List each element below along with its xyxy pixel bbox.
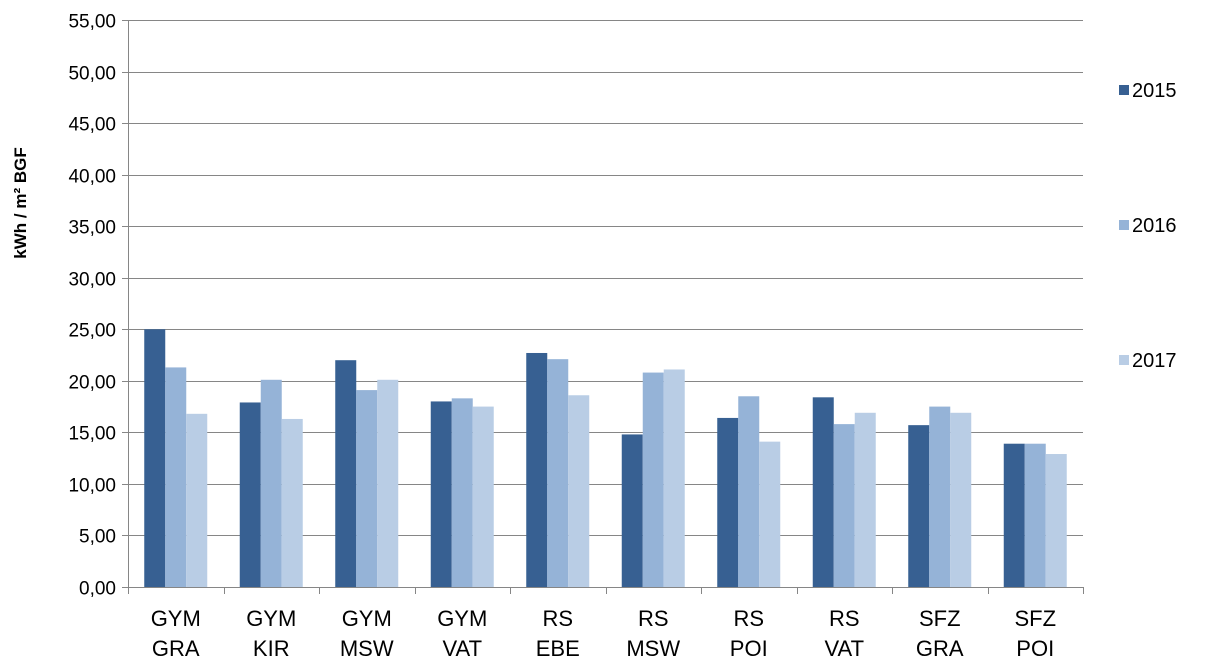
x-category-label: RS xyxy=(733,606,764,631)
legend-swatch xyxy=(1119,355,1129,365)
bar-2017 xyxy=(663,369,685,587)
bar-2016 xyxy=(642,372,664,587)
bar-2016 xyxy=(356,390,378,587)
y-tick-label: 5,00 xyxy=(79,527,116,548)
legend-swatch xyxy=(1119,220,1129,230)
x-category-label: GYM xyxy=(151,606,201,631)
bar-2017 xyxy=(472,406,494,587)
bar-2017 xyxy=(950,412,972,587)
bar-2015 xyxy=(430,401,452,587)
x-category-label: MSW xyxy=(626,636,680,661)
bar-2017 xyxy=(186,413,208,587)
x-category-label: MSW xyxy=(340,636,394,661)
y-tick-label: 30,00 xyxy=(68,270,116,291)
legend: 2015 2016 2017 xyxy=(1119,80,1177,372)
bar-2016 xyxy=(929,406,951,587)
bar-2015 xyxy=(526,352,548,587)
bar-2015 xyxy=(717,417,739,587)
bar-2017 xyxy=(377,379,399,587)
x-category-label: RS xyxy=(638,606,669,631)
bar-2016 xyxy=(1024,443,1046,587)
legend-swatch xyxy=(1119,85,1129,95)
x-category-label: EBE xyxy=(536,636,580,661)
bar-2015 xyxy=(144,329,166,587)
y-tick-label: 35,00 xyxy=(68,218,116,239)
x-category-label: GYM xyxy=(246,606,296,631)
x-category-label: GRA xyxy=(152,636,200,661)
bar-2016 xyxy=(738,396,760,587)
bar-2017 xyxy=(281,418,303,587)
x-category-label: POI xyxy=(1016,636,1054,661)
x-category-label: SFZ xyxy=(919,606,961,631)
bar-2015 xyxy=(239,402,261,587)
y-tick-label: 10,00 xyxy=(68,476,116,497)
y-tick-label: 15,00 xyxy=(68,424,116,445)
x-category-label: GYM xyxy=(437,606,487,631)
legend-label: 2017 xyxy=(1132,350,1177,372)
bar-2015 xyxy=(908,425,930,587)
bar-2015 xyxy=(335,360,357,587)
legend-label: 2016 xyxy=(1132,215,1177,237)
y-tick-label: 40,00 xyxy=(68,167,116,188)
bar-2016 xyxy=(547,359,569,587)
x-category-label: GYM xyxy=(342,606,392,631)
x-category-label: VAT xyxy=(824,636,864,661)
bar-2016 xyxy=(260,379,282,587)
bar-2016 xyxy=(833,424,855,587)
y-tick-label: 55,00 xyxy=(68,12,116,33)
bars xyxy=(144,329,1067,587)
axes xyxy=(128,20,1084,594)
y-tick-label: 25,00 xyxy=(68,321,116,342)
x-category-label: POI xyxy=(730,636,768,661)
y-tick-label: 50,00 xyxy=(68,64,116,85)
legend-label: 2015 xyxy=(1132,80,1177,102)
bar-2016 xyxy=(451,398,473,587)
x-category-label: KIR xyxy=(253,636,290,661)
bar-2017 xyxy=(854,412,876,587)
x-category-label: GRA xyxy=(916,636,964,661)
y-tick-label: 45,00 xyxy=(68,115,116,136)
y-tick-label: 20,00 xyxy=(68,373,116,394)
x-category-label: VAT xyxy=(442,636,482,661)
x-category-label: SFZ xyxy=(1014,606,1056,631)
bar-2015 xyxy=(1003,443,1025,587)
bar-2017 xyxy=(1045,454,1067,587)
y-tick-label: 0,00 xyxy=(79,579,116,600)
bar-2017 xyxy=(759,441,781,587)
bar-2016 xyxy=(165,367,187,587)
x-category-label: RS xyxy=(542,606,573,631)
x-category-labels: GYM GRA GYM KIR GYM MSW GYM VAT RS EBE RS MSW RS POI R… xyxy=(151,606,1056,661)
y-tick-labels: 0,00 5,00 10,00 15,00 20,00 25,00 30,00 35,00 40… xyxy=(68,12,116,600)
bar-2015 xyxy=(621,434,643,587)
bar-2017 xyxy=(568,395,590,587)
bar-2015 xyxy=(812,397,834,587)
y-axis-title: kWh / m² BGF xyxy=(11,147,30,258)
x-category-label: RS xyxy=(829,606,860,631)
